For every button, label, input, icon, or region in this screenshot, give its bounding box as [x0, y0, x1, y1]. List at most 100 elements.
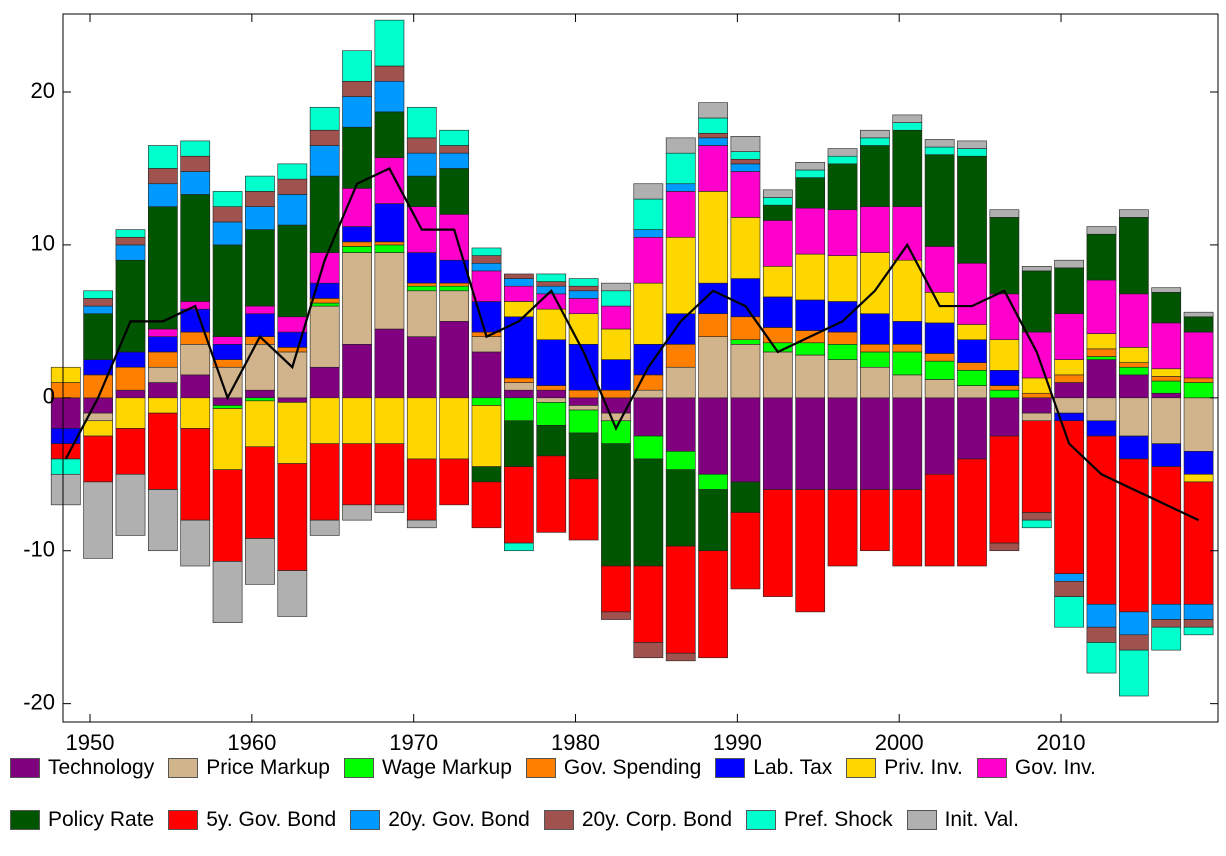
bar-segment — [568, 432, 599, 480]
bar-segment — [957, 324, 987, 341]
bar-segment — [1086, 226, 1117, 235]
bar-segment — [180, 194, 211, 302]
bar-segment — [1151, 603, 1182, 620]
bar-segment — [892, 351, 923, 376]
legend-swatch — [10, 810, 40, 830]
bar-segment — [374, 111, 405, 159]
bar-segment — [1151, 626, 1182, 651]
legend-swatch — [715, 758, 746, 778]
bar-segment — [180, 343, 211, 376]
bar-segment — [568, 478, 599, 541]
bar-segment — [568, 313, 599, 345]
bar-segment — [601, 412, 631, 422]
bar-segment — [568, 278, 599, 287]
bar-segment — [342, 504, 372, 521]
bar-segment — [730, 397, 761, 483]
bar-segment — [795, 207, 826, 255]
bar-segment — [245, 400, 275, 448]
bar-segment — [698, 473, 728, 490]
legend-item: Priv. Inv. — [846, 756, 963, 780]
bar-segment — [309, 366, 340, 399]
bar-segment — [277, 178, 308, 195]
bar-segment — [115, 473, 146, 536]
bar-segment — [1151, 368, 1182, 377]
bar-segment — [1118, 366, 1149, 376]
bar-segment — [730, 151, 761, 160]
bar-segment — [601, 305, 631, 330]
bar-segment — [147, 336, 178, 353]
bar-segment — [374, 19, 405, 67]
bar-segment — [180, 140, 211, 157]
bar-segment — [1054, 382, 1084, 399]
bar-segment — [406, 397, 437, 460]
bar-segment — [212, 469, 243, 562]
bar-segment — [115, 259, 146, 353]
bar-segment — [1118, 293, 1149, 348]
bar-segment — [245, 175, 275, 192]
bar-segment — [860, 313, 890, 345]
x-tick-label: 2010 — [1037, 730, 1086, 750]
bar-segment — [989, 385, 1020, 391]
bar-segment — [406, 106, 437, 139]
bar-segment — [633, 236, 664, 284]
bar-segment — [989, 209, 1020, 218]
bar-segment — [342, 252, 372, 345]
bar-segment — [342, 241, 372, 247]
bar-segment — [989, 389, 1020, 399]
bar-segment — [439, 397, 470, 460]
bar-segment — [147, 489, 178, 552]
bar-segment — [860, 129, 890, 139]
bar-segment — [892, 206, 923, 261]
bar-segment — [633, 389, 664, 399]
bar-segment — [762, 220, 793, 267]
bar-segment — [1151, 287, 1182, 293]
bar-segment — [1183, 481, 1214, 605]
data-line — [64, 167, 1200, 522]
bar-segment — [1054, 259, 1084, 269]
legend-swatch — [350, 810, 381, 830]
x-tick-label: 1950 — [66, 730, 115, 750]
bar-segment — [730, 158, 761, 165]
bar-segment — [536, 281, 567, 287]
bar-segment — [1118, 649, 1149, 697]
bar-segment — [504, 382, 534, 391]
bar-segment — [1086, 348, 1117, 357]
legend-label: 20y. Gov. Bond — [388, 808, 530, 831]
bar-segment — [1151, 322, 1182, 370]
legend-label: 20y. Corp. Bond — [581, 808, 733, 831]
bar-segment — [730, 339, 761, 345]
legend-swatch — [976, 758, 1007, 778]
bar-segment — [406, 285, 437, 292]
x-tick-label: 2000 — [875, 730, 924, 750]
bar-segment — [827, 209, 858, 256]
bar-segment — [1151, 376, 1182, 382]
legend-item: Wage Markup — [343, 756, 512, 780]
bar-segment — [665, 545, 696, 654]
bar-segment — [730, 136, 761, 152]
bar-segment — [633, 198, 664, 230]
bar-segment — [762, 327, 793, 344]
bar-segment — [568, 298, 599, 315]
bar-segment — [1086, 356, 1117, 360]
bar-segment — [957, 362, 987, 371]
bar-segment — [374, 244, 405, 253]
legend-swatch — [168, 810, 199, 830]
bar-segment — [1183, 451, 1214, 475]
bar-segment — [665, 366, 696, 399]
bar-segment — [601, 282, 631, 292]
bar-segment — [827, 359, 858, 399]
bar-segment — [1086, 642, 1117, 674]
bar-segment — [762, 189, 793, 198]
bar-segment — [536, 402, 567, 426]
bar-segment — [1183, 397, 1214, 452]
bar-segment — [309, 129, 340, 146]
y-tick-label: 10 — [31, 231, 55, 256]
bar-segment — [342, 226, 372, 243]
bar-segment — [439, 458, 470, 506]
bar-segment — [698, 117, 728, 134]
bar-segment — [342, 443, 372, 506]
bar-segment — [860, 145, 890, 207]
bar-segment — [147, 183, 178, 207]
bar-segment — [212, 191, 243, 207]
bar-segment — [115, 428, 146, 475]
